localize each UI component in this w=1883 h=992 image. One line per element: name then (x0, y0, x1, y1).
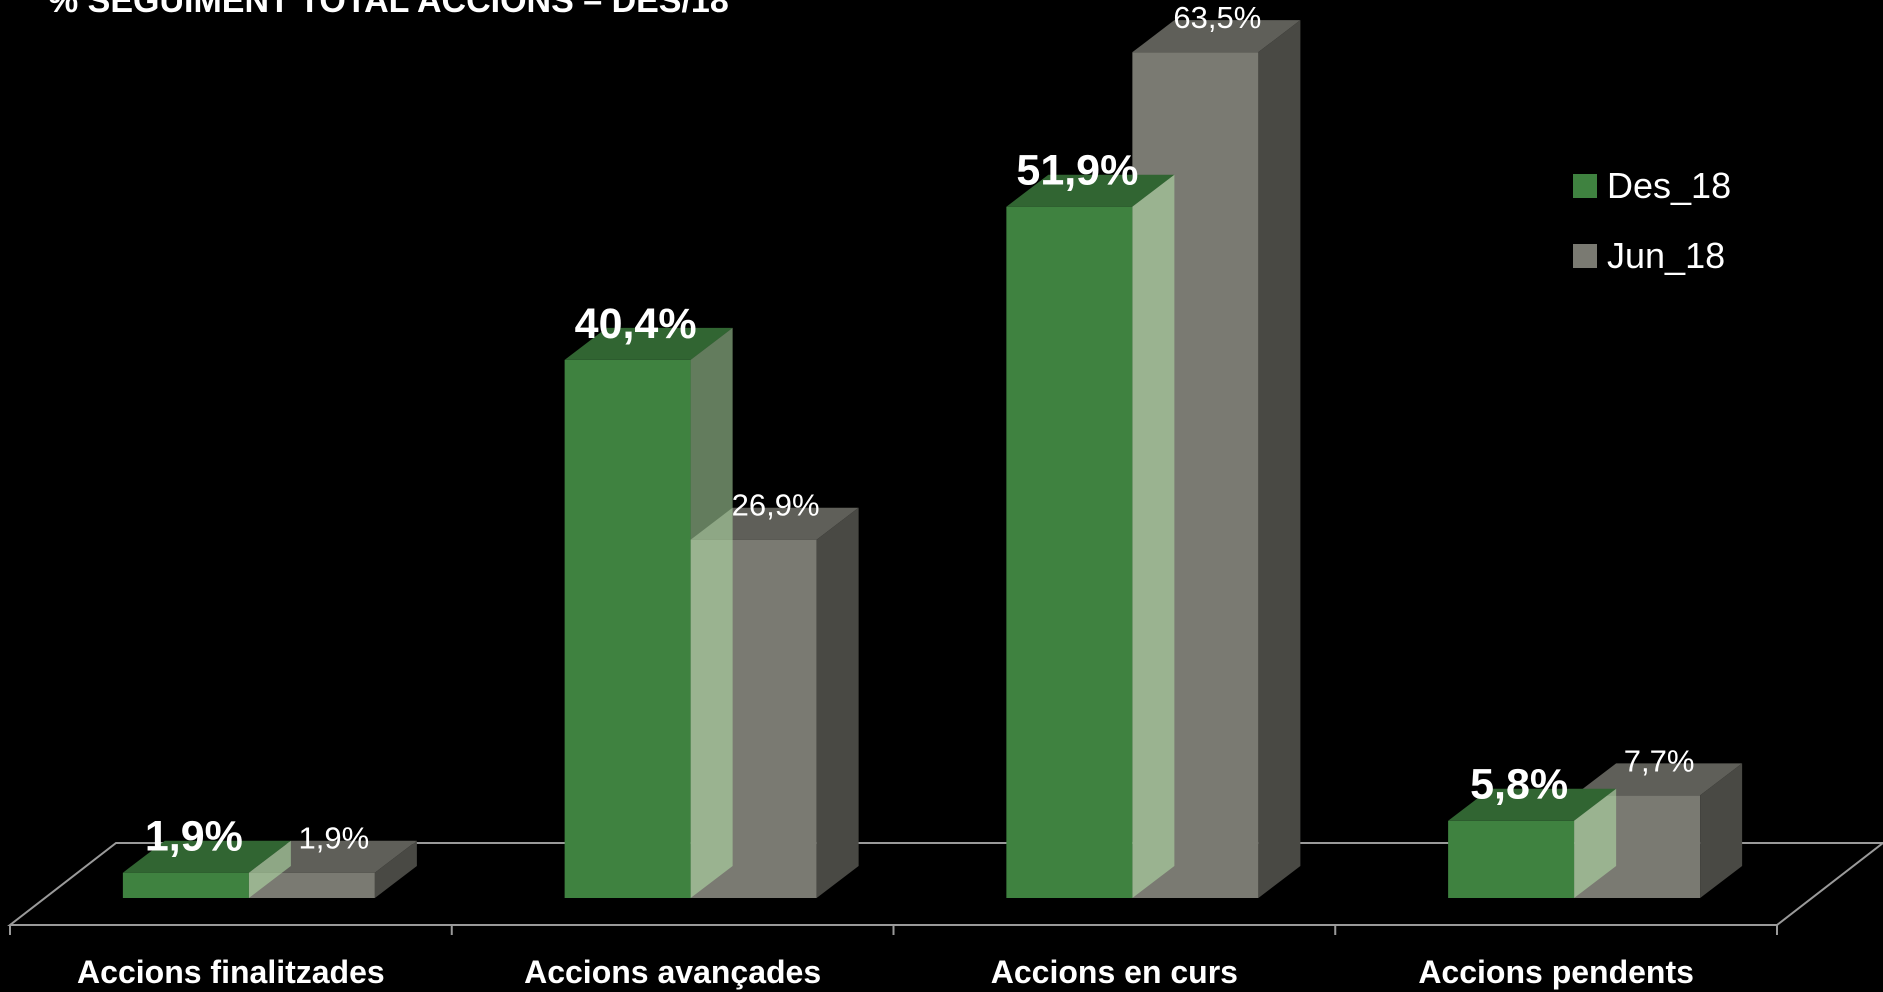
bar-top (1006, 174, 1175, 207)
bar (1448, 788, 1617, 898)
bar-front (1006, 206, 1133, 898)
bar-top (1448, 788, 1617, 821)
bar-front (1448, 820, 1575, 898)
bar-side (374, 840, 417, 898)
value-label: 63,5% (1173, 0, 1261, 35)
legend-label: Jun_18 (1607, 235, 1725, 276)
bar-side (1258, 20, 1301, 899)
x-tick-label: Accions finalitzades (77, 954, 385, 990)
bar-front (564, 359, 691, 898)
x-tick-label: Accions en curs (991, 954, 1238, 990)
legend-swatch (1573, 174, 1597, 198)
bar-top (1132, 20, 1301, 53)
bar-top (1574, 763, 1743, 796)
floor (7, 842, 1883, 926)
bar (122, 840, 291, 898)
x-tick-label: Accions avançades (524, 954, 821, 990)
value-label: 7,7% (1624, 743, 1695, 778)
value-label: 40,4% (575, 300, 697, 348)
value-label: 5,8% (1470, 761, 1568, 809)
bar-side (1700, 763, 1743, 898)
x-tick-label: Accions pendents (1418, 954, 1694, 990)
bar (1006, 174, 1175, 898)
value-label: 1,9% (145, 813, 243, 861)
legend-label: Des_18 (1607, 165, 1731, 206)
bar-side (1574, 788, 1617, 898)
bar-side (816, 507, 859, 898)
bar-top (122, 840, 291, 873)
bar-top (564, 327, 733, 360)
value-label: 1,9% (299, 821, 370, 856)
bar-side (248, 840, 291, 898)
bar-front (122, 872, 249, 898)
legend-swatch (1573, 244, 1597, 268)
value-label: 51,9% (1016, 147, 1138, 195)
bar-side (690, 327, 733, 898)
bar-side (1132, 174, 1175, 898)
value-label: 26,9% (732, 488, 820, 523)
chart-title: % SEGUIMENT TOTAL ACCIONS – DES/18 (48, 0, 729, 20)
bar (564, 327, 733, 898)
